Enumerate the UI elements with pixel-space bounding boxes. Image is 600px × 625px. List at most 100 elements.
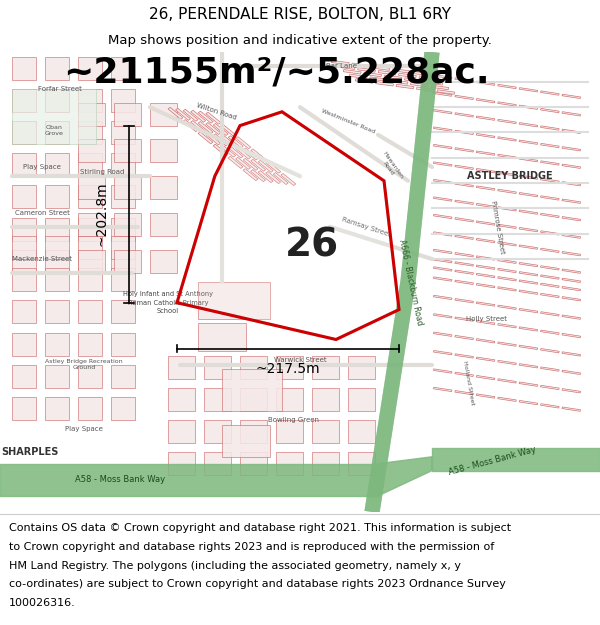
Text: SHARPLES: SHARPLES	[1, 448, 59, 458]
Bar	[78, 301, 102, 323]
Polygon shape	[562, 297, 581, 301]
Polygon shape	[541, 213, 559, 218]
Bar	[276, 452, 303, 475]
Bar	[204, 452, 231, 475]
Polygon shape	[562, 164, 581, 169]
Polygon shape	[352, 63, 370, 68]
Bar	[114, 139, 141, 162]
Bar	[78, 332, 102, 356]
Bar	[348, 420, 375, 443]
Bar	[276, 420, 303, 443]
Polygon shape	[519, 245, 538, 249]
Bar	[150, 102, 177, 126]
Text: Ramsay Street: Ramsay Street	[341, 216, 391, 238]
Polygon shape	[562, 315, 581, 319]
Polygon shape	[476, 99, 495, 103]
Polygon shape	[562, 389, 581, 393]
Text: Contains OS data © Crown copyright and database right 2021. This information is : Contains OS data © Crown copyright and d…	[9, 523, 511, 533]
Polygon shape	[497, 324, 517, 328]
Polygon shape	[432, 448, 600, 471]
Polygon shape	[213, 124, 228, 136]
Polygon shape	[425, 81, 443, 85]
Polygon shape	[392, 69, 410, 73]
Polygon shape	[228, 136, 243, 148]
Polygon shape	[497, 305, 517, 309]
Polygon shape	[372, 66, 390, 71]
Bar	[78, 217, 102, 241]
Polygon shape	[183, 109, 198, 121]
Polygon shape	[476, 151, 495, 155]
Polygon shape	[519, 327, 538, 331]
Polygon shape	[455, 354, 473, 358]
Bar	[222, 424, 270, 457]
Polygon shape	[433, 144, 452, 149]
Polygon shape	[370, 77, 388, 81]
Polygon shape	[562, 278, 581, 282]
Polygon shape	[221, 145, 236, 157]
Polygon shape	[433, 259, 452, 263]
Polygon shape	[519, 401, 538, 405]
Polygon shape	[519, 262, 538, 267]
Polygon shape	[476, 265, 495, 269]
Polygon shape	[562, 199, 581, 203]
Polygon shape	[519, 175, 538, 179]
Polygon shape	[243, 169, 258, 181]
Polygon shape	[497, 189, 517, 194]
Bar	[276, 388, 303, 411]
Bar	[12, 153, 36, 176]
Text: Hawarden
Road: Hawarden Road	[376, 151, 404, 183]
Polygon shape	[281, 174, 296, 186]
Polygon shape	[228, 156, 243, 168]
Text: A666 - Blackburn Road: A666 - Blackburn Road	[398, 238, 424, 326]
Polygon shape	[519, 105, 538, 109]
Polygon shape	[476, 376, 495, 380]
Polygon shape	[433, 332, 452, 336]
Polygon shape	[364, 72, 382, 77]
Bar	[312, 452, 339, 475]
Polygon shape	[476, 339, 495, 343]
Polygon shape	[497, 342, 517, 346]
Polygon shape	[497, 242, 517, 246]
Bar	[45, 121, 69, 144]
Bar	[78, 213, 105, 236]
Polygon shape	[433, 314, 452, 318]
Text: Astley Bridge Recreation
Ground: Astley Bridge Recreation Ground	[45, 359, 123, 370]
Polygon shape	[433, 162, 452, 166]
Bar	[204, 388, 231, 411]
Text: Warwick Street: Warwick Street	[274, 357, 326, 363]
Polygon shape	[541, 283, 559, 288]
Bar	[78, 365, 102, 388]
Polygon shape	[455, 253, 473, 257]
Bar	[111, 57, 135, 79]
Polygon shape	[476, 221, 495, 225]
Polygon shape	[433, 351, 452, 355]
Text: to Crown copyright and database rights 2023 and is reproduced with the permissio: to Crown copyright and database rights 2…	[9, 542, 494, 552]
Polygon shape	[519, 280, 538, 284]
Polygon shape	[455, 78, 473, 82]
Polygon shape	[258, 171, 273, 182]
Polygon shape	[519, 192, 538, 197]
Polygon shape	[541, 248, 559, 252]
Polygon shape	[358, 68, 376, 72]
Bar	[111, 332, 135, 356]
Polygon shape	[562, 352, 581, 356]
Polygon shape	[519, 88, 538, 92]
Bar	[12, 236, 36, 259]
Bar	[12, 186, 36, 208]
Bar	[240, 388, 267, 411]
Text: ~217.5m: ~217.5m	[256, 362, 320, 376]
Polygon shape	[519, 228, 538, 232]
Polygon shape	[541, 161, 559, 165]
Polygon shape	[431, 85, 449, 89]
Polygon shape	[191, 110, 206, 123]
Polygon shape	[378, 71, 396, 75]
Bar	[45, 217, 69, 241]
Polygon shape	[541, 293, 559, 298]
Polygon shape	[243, 148, 258, 160]
Bar	[78, 121, 102, 144]
Polygon shape	[476, 357, 495, 361]
Bar	[45, 250, 69, 272]
Polygon shape	[519, 272, 538, 276]
Polygon shape	[331, 61, 349, 65]
Polygon shape	[343, 69, 361, 74]
